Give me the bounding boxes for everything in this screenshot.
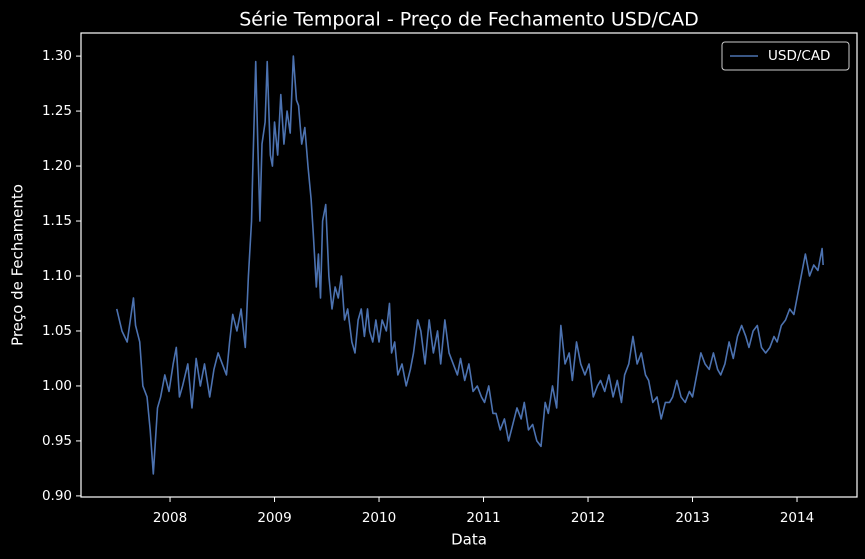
x-tick-label: 2014 [780,510,814,526]
x-tick-label: 2009 [257,510,291,526]
y-tick-label: 0.95 [42,433,72,449]
y-tick-label: 0.90 [42,488,72,504]
x-tick-label: 2012 [571,510,605,526]
plot-frame [80,32,858,498]
x-tick-label: 2013 [675,510,709,526]
legend-box [721,41,850,71]
y-tick-label: 1.15 [42,213,72,229]
legend-label: USD/CAD [768,48,830,64]
y-axis-label: Preço de Fechamento [9,184,27,346]
y-tick-label: 1.30 [42,48,72,64]
x-tick-label: 2008 [153,510,187,526]
x-tick-label: 2010 [362,510,396,526]
y-tick-label: 1.20 [42,158,72,174]
y-tick-label: 1.00 [42,378,72,394]
series-line [115,55,824,475]
y-tick-label: 1.25 [42,103,72,119]
y-tick-label: 1.05 [42,323,72,339]
chart-title: Série Temporal - Preço de Fechamento USD… [239,9,699,31]
x-tick-label: 2011 [466,510,500,526]
x-axis-label: Data [451,531,487,549]
y-tick-label: 1.10 [42,268,72,284]
